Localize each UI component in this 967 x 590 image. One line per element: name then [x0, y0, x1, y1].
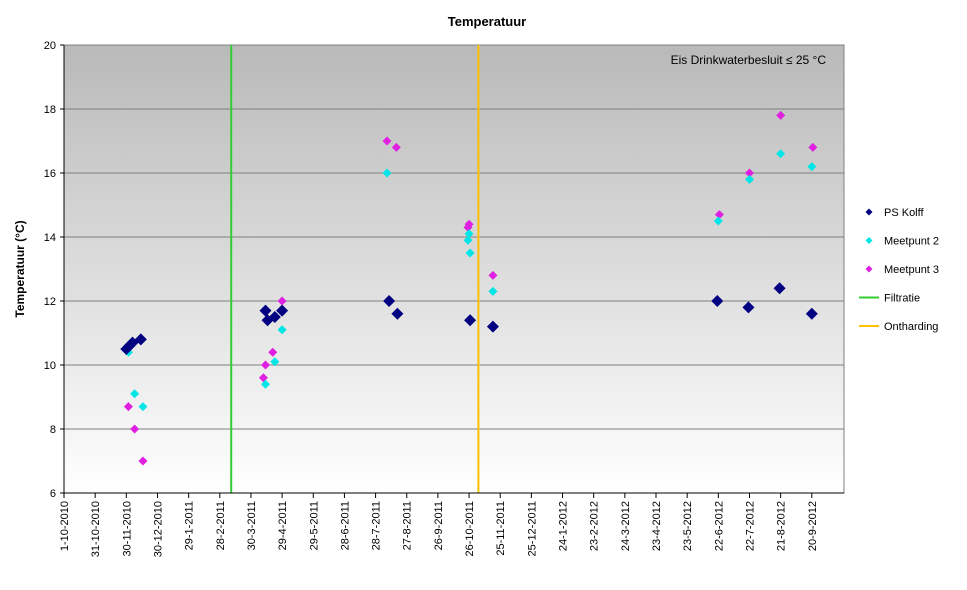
legend-ontharding-label: Ontharding: [884, 321, 938, 333]
chart-annotation: Eis Drinkwaterbesluit ≤ 25 °C: [671, 53, 827, 67]
point-meetpunt-3: [776, 110, 786, 120]
y-tick-label: 8: [50, 424, 56, 436]
point-meetpunt-3: [277, 296, 287, 306]
legend-meetpunt-3-label: Meetpunt 3: [884, 264, 939, 276]
y-tick-label: 6: [50, 488, 56, 500]
point-meetpunt-2: [807, 162, 817, 172]
x-tick-label: 25-12-2011: [526, 501, 538, 556]
y-axis-ticks: 6 8 10 12 14 16 18 20: [44, 40, 64, 500]
x-tick-label: 23-2-2012: [589, 501, 601, 551]
point-meetpunt-2: [138, 402, 148, 412]
legend-meetpunt-2-marker: [865, 237, 873, 244]
point-meetpunt-3: [130, 424, 140, 434]
x-tick-label: 26-9-2011: [433, 501, 445, 550]
point-meetpunt-2: [776, 149, 786, 159]
point-meetpunt-2: [277, 325, 287, 335]
y-tick-label: 10: [44, 360, 56, 372]
x-tick-label: 24-3-2012: [620, 501, 632, 551]
x-tick-label: 26-10-2011: [464, 501, 476, 556]
y-axis-label: Temperatuur (°C): [13, 220, 27, 317]
legend-meetpunt-2-label: Meetpunt 2: [884, 236, 939, 248]
x-tick-label: 20-9-2012: [807, 501, 819, 551]
legend-ps-kolff-marker: [865, 208, 873, 216]
point-meetpunt-3: [391, 142, 401, 152]
point-ps-kolff: [134, 333, 147, 346]
point-ps-kolff: [259, 304, 272, 317]
point-meetpunt-2: [465, 248, 475, 258]
legend-meetpunt-3-marker: [865, 265, 873, 273]
point-meetpunt-2: [260, 379, 270, 389]
point-meetpunt-3: [260, 360, 270, 370]
x-axis-ticks: 1-10-2010 31-10-2010 30-11-2010 30-12-2010 2…: [59, 493, 819, 557]
x-tick-label: 29-5-2011: [308, 501, 320, 550]
point-ps-kolff: [486, 320, 499, 333]
reference-lines: [230, 45, 480, 493]
y-tick-label: 14: [44, 232, 56, 244]
point-ps-kolff: [383, 295, 396, 307]
point-meetpunt-2: [382, 168, 392, 178]
x-tick-label: 29-1-2011: [184, 501, 196, 550]
x-tick-label: 28-6-2011: [339, 501, 351, 550]
point-meetpunt-3: [123, 402, 133, 412]
y-tick-label: 12: [44, 296, 56, 308]
plot-area: [63, 44, 845, 494]
point-meetpunt-3: [808, 142, 818, 152]
point-meetpunt-2: [713, 216, 723, 226]
point-ps-kolff: [276, 304, 289, 317]
x-tick-label: 30-3-2011: [246, 501, 258, 550]
x-tick-label: 31-10-2010: [90, 501, 102, 557]
x-tick-label: 28-7-2011: [371, 501, 383, 550]
x-tick-label: 30-12-2010: [152, 501, 164, 557]
chart-title: Temperatuur: [448, 14, 527, 29]
point-meetpunt-3: [744, 168, 754, 178]
x-tick-label: 30-11-2010: [121, 501, 133, 556]
data-points: [120, 110, 818, 466]
x-tick-label: 27-8-2011: [402, 501, 414, 550]
point-ps-kolff: [268, 311, 281, 323]
x-tick-label: 22-6-2012: [713, 501, 725, 551]
x-tick-label: 29-4-2011: [277, 501, 289, 550]
legend-ps-kolff-label: PS Kolff: [884, 207, 924, 219]
gridlines: [64, 108, 844, 430]
point-meetpunt-3: [488, 270, 498, 280]
point-meetpunt-3: [382, 136, 392, 146]
point-meetpunt-2: [130, 389, 140, 399]
x-tick-label: 23-4-2012: [651, 501, 663, 551]
x-tick-label: 22-7-2012: [744, 501, 756, 551]
y-tick-label: 20: [44, 40, 56, 52]
x-tick-label: 21-8-2012: [776, 501, 788, 551]
x-tick-label: 28-2-2011: [215, 501, 227, 550]
x-tick-label: 1-10-2010: [59, 501, 71, 551]
point-ps-kolff: [464, 314, 477, 327]
point-meetpunt-3: [464, 219, 474, 229]
point-meetpunt-3: [138, 456, 148, 466]
x-tick-label: 23-5-2012: [682, 501, 694, 551]
point-meetpunt-2: [744, 174, 754, 184]
point-meetpunt-2: [488, 286, 498, 296]
point-ps-kolff: [742, 301, 755, 314]
point-meetpunt-3: [268, 347, 278, 357]
point-ps-kolff: [805, 307, 818, 320]
point-ps-kolff: [711, 295, 724, 307]
point-ps-kolff: [391, 307, 404, 320]
point-meetpunt-3: [714, 210, 724, 220]
y-tick-label: 16: [44, 168, 56, 180]
point-meetpunt-2: [270, 357, 280, 367]
legend-filtratie-label: Filtratie: [884, 293, 920, 305]
x-tick-label: 24-1-2012: [558, 501, 570, 551]
x-tick-label: 25-11-2011: [495, 501, 507, 556]
point-meetpunt-2: [463, 235, 473, 245]
point-meetpunt-2: [464, 229, 474, 239]
y-tick-label: 18: [44, 104, 56, 116]
point-ps-kolff: [773, 282, 786, 295]
legend: PS Kolff Meetpunt 2 Meetpunt 3 Filtratie Ont…: [859, 207, 939, 333]
